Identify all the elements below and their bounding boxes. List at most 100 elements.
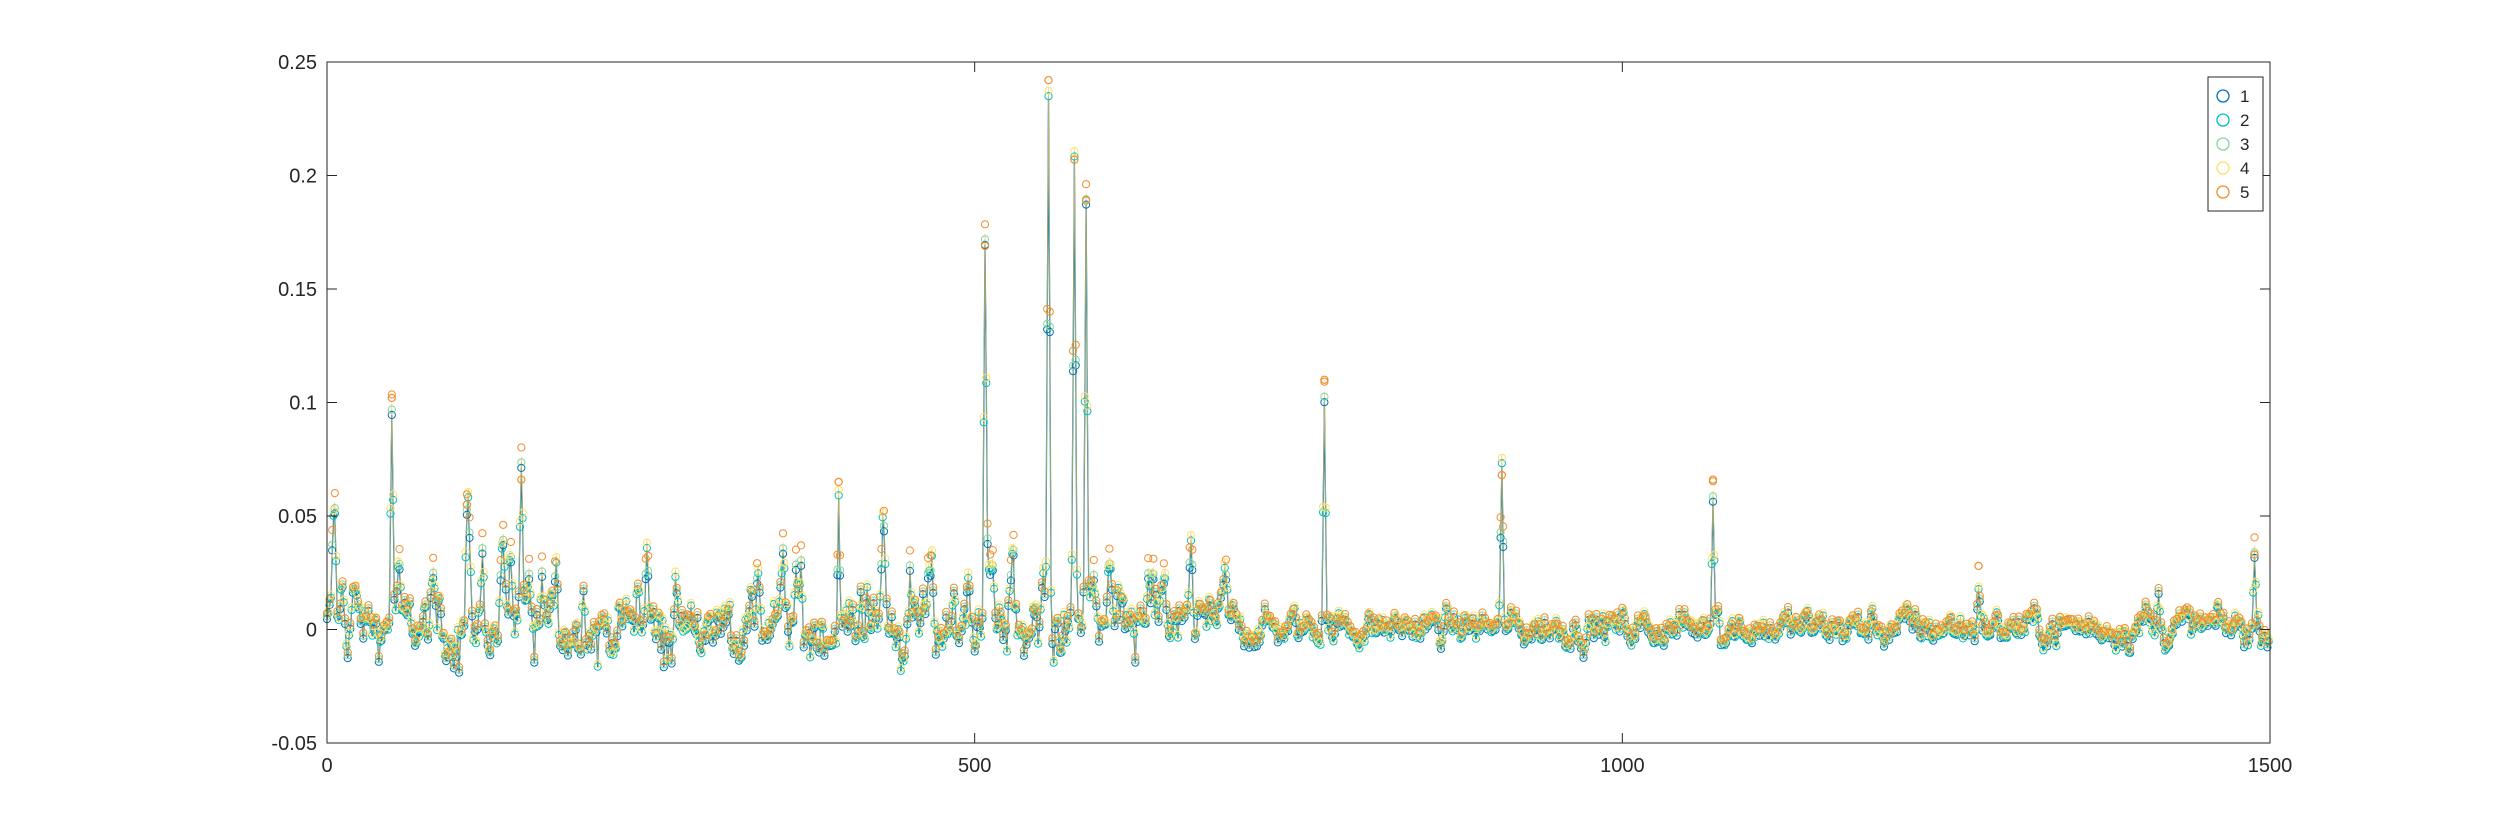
data-point bbox=[1627, 641, 1636, 650]
data-point bbox=[374, 655, 383, 664]
data-point bbox=[960, 605, 969, 614]
peak-marker bbox=[1320, 375, 1329, 384]
data-point bbox=[1936, 621, 1946, 630]
data-point bbox=[776, 577, 785, 587]
data-point bbox=[1359, 627, 1368, 636]
data-point bbox=[1548, 619, 1557, 629]
data-point bbox=[952, 629, 961, 638]
data-point bbox=[1071, 361, 1080, 370]
legend-marker bbox=[2216, 185, 2230, 199]
data-point bbox=[965, 587, 974, 596]
data-point bbox=[901, 632, 911, 641]
data-point bbox=[584, 634, 593, 643]
data-point bbox=[2157, 618, 2166, 627]
data-point bbox=[401, 606, 411, 615]
data-point bbox=[1000, 622, 1009, 631]
data-point bbox=[1299, 621, 1308, 630]
data-point bbox=[645, 601, 654, 610]
data-point bbox=[1434, 620, 1443, 629]
data-point bbox=[1486, 618, 1495, 628]
data-point bbox=[1403, 616, 1412, 625]
data-point bbox=[697, 649, 706, 658]
data-point bbox=[671, 567, 680, 576]
data-point bbox=[575, 643, 584, 652]
data-point bbox=[1386, 630, 1395, 640]
data-point bbox=[1104, 567, 1113, 577]
data-point bbox=[1948, 625, 1957, 634]
data-point bbox=[1571, 615, 1580, 624]
data-point bbox=[1708, 497, 1718, 506]
data-point bbox=[495, 596, 504, 605]
data-point bbox=[523, 580, 532, 589]
data-point bbox=[1273, 635, 1282, 644]
data-point bbox=[907, 590, 916, 600]
data-point bbox=[979, 418, 988, 427]
data-point bbox=[673, 597, 683, 606]
data-point bbox=[1019, 646, 1029, 655]
peak-marker bbox=[834, 477, 843, 487]
data-point bbox=[1240, 636, 1249, 645]
data-point bbox=[1478, 611, 1487, 620]
data-point bbox=[512, 604, 521, 613]
data-point bbox=[522, 590, 531, 599]
data-point bbox=[986, 565, 995, 574]
data-point bbox=[1146, 593, 1155, 602]
data-point bbox=[1491, 620, 1500, 629]
data-point bbox=[1333, 614, 1342, 623]
data-point bbox=[672, 586, 681, 595]
data-point bbox=[1698, 616, 1707, 625]
data-point bbox=[1066, 603, 1075, 612]
data-point bbox=[368, 628, 377, 637]
data-point bbox=[891, 640, 900, 649]
peak-marker bbox=[387, 393, 396, 403]
data-point bbox=[921, 604, 930, 613]
data-point bbox=[1901, 601, 1911, 610]
data-point bbox=[1956, 612, 1965, 621]
data-point bbox=[1600, 627, 1609, 636]
data-point bbox=[1061, 621, 1070, 630]
data-point bbox=[503, 600, 512, 609]
data-point bbox=[1372, 623, 1381, 632]
data-point bbox=[877, 544, 886, 554]
data-point bbox=[2224, 617, 2233, 626]
data-point bbox=[697, 646, 706, 655]
data-point bbox=[908, 607, 917, 616]
data-point bbox=[1211, 612, 1220, 621]
data-point bbox=[398, 600, 407, 609]
data-point bbox=[681, 622, 690, 632]
data-point bbox=[414, 630, 424, 639]
data-point bbox=[534, 619, 543, 628]
data-point bbox=[1163, 618, 1172, 627]
data-point bbox=[518, 508, 527, 517]
data-point bbox=[504, 607, 513, 616]
data-point bbox=[724, 608, 733, 617]
data-point bbox=[547, 588, 556, 597]
data-point bbox=[1594, 627, 1604, 637]
data-point bbox=[769, 599, 779, 608]
data-point bbox=[673, 594, 683, 604]
data-point bbox=[2219, 608, 2228, 617]
data-point bbox=[1346, 622, 1355, 631]
data-point bbox=[535, 614, 544, 623]
data-point bbox=[670, 605, 679, 614]
data-point bbox=[455, 668, 464, 677]
data-point bbox=[2027, 606, 2036, 615]
data-point bbox=[794, 584, 803, 594]
data-point bbox=[878, 507, 887, 517]
data-point bbox=[400, 592, 409, 602]
data-point bbox=[1286, 612, 1295, 621]
data-point bbox=[2240, 637, 2249, 646]
data-point bbox=[938, 639, 947, 649]
data-point bbox=[859, 627, 868, 636]
data-point bbox=[576, 647, 586, 656]
data-point bbox=[341, 614, 350, 623]
data-point bbox=[1341, 610, 1350, 619]
x-tick-label: 1000 bbox=[1600, 755, 1645, 777]
data-point bbox=[1008, 549, 1017, 558]
data-point bbox=[2110, 635, 2119, 644]
data-point bbox=[943, 627, 952, 636]
data-point bbox=[1532, 624, 1541, 633]
data-point bbox=[541, 608, 551, 617]
data-point bbox=[627, 606, 636, 616]
data-point bbox=[355, 605, 364, 614]
